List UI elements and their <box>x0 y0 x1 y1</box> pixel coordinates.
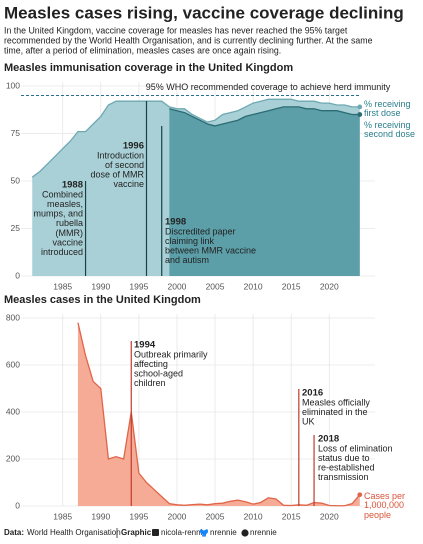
annotation-year: 2018 <box>318 434 339 445</box>
annotation-text: dose of MMR <box>90 170 144 180</box>
area <box>169 106 360 277</box>
y-tick-label: 200 <box>6 453 20 463</box>
annotation-text: re-established <box>318 463 375 473</box>
subtitle-line: recommended by the World Health Organisa… <box>4 35 373 45</box>
y-tick-label: 25 <box>11 223 21 233</box>
title: Measles cases rising, vaccine coverage d… <box>4 3 404 22</box>
y-tick-label: 800 <box>6 312 20 322</box>
subtitle-line: In the United Kingdom, vaccine coverage … <box>4 25 348 35</box>
annotation-year: 1998 <box>165 217 186 228</box>
annotation-text: mumps, and <box>33 209 83 219</box>
area-line <box>77 322 361 507</box>
annotation-text: vaccine <box>52 237 83 247</box>
x-tick-label: 2020 <box>320 281 339 291</box>
chart-title: Measles immunisation coverage in the Uni… <box>4 62 293 74</box>
annotation-text: claiming link <box>165 236 215 246</box>
x-tick-label: 1995 <box>129 281 148 291</box>
x-tick-label: 2010 <box>244 511 263 521</box>
series-label: % receiving second dose <box>364 120 416 140</box>
y-tick-label: 600 <box>6 359 20 369</box>
annotation-text: introduced <box>41 247 83 257</box>
annotation-text: and autism <box>165 255 209 265</box>
y-tick-label: 400 <box>6 406 20 416</box>
annotation-text: Discredited paper <box>165 226 236 236</box>
end-dot <box>357 104 363 110</box>
x-tick-label: 2010 <box>244 281 263 291</box>
end-dot <box>357 112 363 117</box>
y-tick-label: 0 <box>15 500 20 510</box>
x-tick-label: 2015 <box>282 281 301 291</box>
footer-source: World Health Organisation <box>27 528 121 537</box>
annotation-text: Loss of elimination <box>318 443 393 453</box>
annotation-text: of second <box>105 160 144 170</box>
y-tick-label: 75 <box>11 128 21 138</box>
chart-title: Measles cases in the United Kingdom <box>4 294 201 306</box>
annotation-text: affecting <box>134 359 168 369</box>
x-tick-label: 1990 <box>91 281 110 291</box>
annotation-text: children <box>134 378 166 388</box>
annotation-year: 1994 <box>134 340 156 351</box>
x-tick-label: 2020 <box>320 511 339 521</box>
annotation-text: status due to <box>318 453 370 463</box>
annotation-text: vaccine <box>113 179 144 189</box>
footer-label: Graphic: <box>121 528 154 537</box>
series-label: Cases per 1,000,000 people <box>364 491 406 520</box>
annotation-text: UK <box>302 417 315 427</box>
subtitle-line: time, after a period of elimination, mea… <box>4 45 281 55</box>
annotation-text: school-aged <box>134 369 183 379</box>
annotation-text: (MMR) <box>56 228 84 238</box>
linkedin-icon <box>152 529 159 536</box>
annotation-year: 1996 <box>123 141 144 152</box>
reference-label: 95% WHO recommended coverage to achieve … <box>146 82 391 92</box>
annotation-text: eliminated in the <box>302 407 368 417</box>
annotation-text: rubella <box>56 218 83 228</box>
x-tick-label: 1990 <box>91 511 110 521</box>
annotation-year: 2016 <box>302 388 323 399</box>
area-line <box>169 106 360 127</box>
x-tick-label: 2015 <box>282 511 301 521</box>
github-icon <box>241 529 249 537</box>
area-line <box>31 98 360 178</box>
footer-label: Data: <box>4 528 24 537</box>
annotation-text: transmission <box>318 472 369 482</box>
annotation-year: 1988 <box>62 180 83 191</box>
footer-handle[interactable]: nrennie <box>210 528 237 537</box>
annotation-text: Measles officially <box>302 397 370 407</box>
annotation-text: Introduction <box>97 150 144 160</box>
y-tick-label: 50 <box>11 175 21 185</box>
y-tick-label: 100 <box>6 80 20 90</box>
bluesky-icon <box>200 529 208 537</box>
y-tick-label: 0 <box>15 270 20 280</box>
footer-handle[interactable]: nrennie <box>250 528 277 537</box>
annotation-text: between MMR vaccine <box>165 246 256 256</box>
annotation-text: Combined <box>42 189 83 199</box>
annotation-text: Outbreak primarily <box>134 349 208 359</box>
x-tick-label: 2000 <box>167 511 186 521</box>
annotation-text: measles, <box>47 199 83 209</box>
x-tick-label: 2005 <box>206 281 225 291</box>
footer-handle[interactable]: nicola-rennie <box>161 528 207 537</box>
series-label: % receiving first dose <box>364 99 411 119</box>
x-tick-label: 1985 <box>53 511 72 521</box>
x-tick-label: 2000 <box>167 281 186 291</box>
area <box>77 322 360 506</box>
end-dot <box>357 492 363 498</box>
x-tick-label: 1985 <box>53 281 72 291</box>
x-tick-label: 1995 <box>129 511 148 521</box>
x-tick-label: 2005 <box>206 511 225 521</box>
